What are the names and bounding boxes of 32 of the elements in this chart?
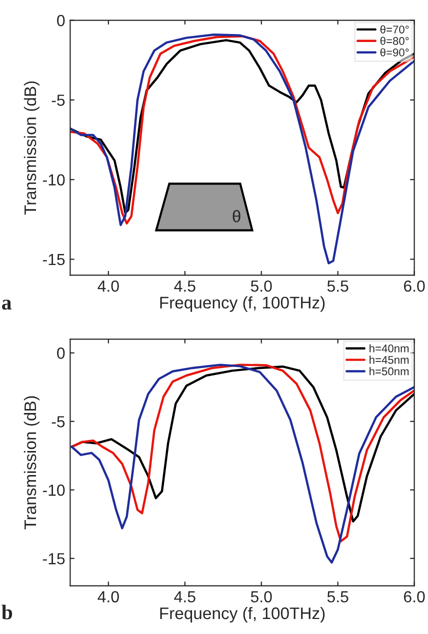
x-axis-title: Frequency (f, 100THz) [160, 296, 325, 312]
annotation: θ [232, 210, 240, 222]
y-tick-label: 0 [57, 14, 65, 26]
x-tick-label: 6.0 [404, 591, 425, 602]
x-tick-label: 5.5 [327, 591, 348, 602]
x-tick-label: 5.0 [250, 591, 272, 602]
y-tick-label: -15 [42, 553, 65, 564]
x-tick-label: 4.5 [174, 280, 196, 292]
y-tick-label: -10 [42, 174, 65, 186]
legend-label: h=40nm [370, 344, 409, 352]
y-axis-title: Transmission (dB) [24, 396, 40, 530]
y-axis-title: Transmission (dB) [24, 81, 40, 215]
legend-label: θ=90° [380, 48, 409, 56]
y-tick-label: -5 [52, 416, 65, 428]
line-series [70, 34, 414, 264]
x-tick-label: 4.0 [98, 591, 119, 602]
legend-label: θ=80° [380, 36, 409, 45]
text: a [2, 300, 12, 310]
legend-label: θ=70° [380, 25, 409, 34]
y-tick-label: -5 [52, 94, 65, 106]
y-tick-label: 0 [57, 348, 65, 359]
legend-label: h=45nm [370, 356, 409, 364]
x-axis-title: Frequency (f, 100THz) [160, 606, 325, 622]
y-tick-label: -15 [42, 254, 65, 266]
legend-label: h=50nm [370, 367, 409, 376]
x-tick-label: 6.0 [404, 280, 425, 292]
x-tick-label: 4.5 [174, 591, 196, 602]
x-tick-label: 4.0 [98, 280, 119, 292]
text: b [2, 604, 12, 620]
y-tick-label: -10 [42, 484, 65, 496]
x-tick-label: 5.0 [250, 280, 272, 292]
x-tick-label: 5.5 [327, 280, 348, 292]
